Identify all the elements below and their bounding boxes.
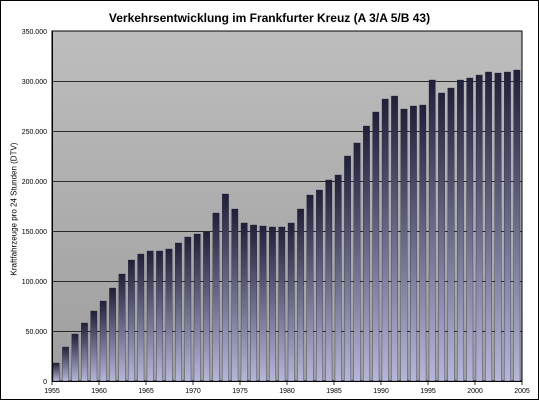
bar [391,95,398,382]
y-tick-label: 50.000 [26,329,48,336]
bar [165,248,173,382]
bar [485,71,492,382]
bar [231,208,239,382]
bar [250,224,257,382]
bar [306,194,314,382]
bar [240,222,248,382]
bar [137,253,145,382]
y-tick-labels: 0 50.000 100.000 150.000 200.000 250.000 300.0… [22,29,47,386]
bar [175,242,182,382]
bar [203,231,210,382]
bar [419,104,427,382]
bar [381,98,389,382]
bar [410,105,417,382]
bar [513,69,521,382]
y-tick-label: 150.000 [22,229,47,236]
bar [344,155,351,382]
bar [316,189,323,382]
x-tick-label: 1965 [138,388,154,395]
bar [428,79,436,382]
bar [193,233,201,382]
bar [259,225,267,382]
chart-title: Verkehrsentwicklung im Frankfurter Kreuz… [108,11,431,25]
bar [363,125,370,382]
bar [269,226,276,382]
y-tick-label: 300.000 [22,79,47,86]
bar [372,111,380,382]
bar [334,174,342,382]
x-tick-label: 2000 [467,388,483,395]
x-tick-label: 1970 [185,388,201,395]
y-tick-label: 250.000 [22,129,47,136]
bar [62,346,69,382]
bar [184,236,192,382]
bar [222,193,229,382]
bar [99,300,107,382]
bar [447,87,455,382]
x-tick-label: 2005 [514,388,530,395]
bar [504,71,511,382]
bar [494,72,502,382]
bar [297,208,304,382]
x-tick-label: 1975 [232,388,248,395]
y-tick-label: 200.000 [22,179,47,186]
bar [438,92,445,382]
bar [71,333,79,382]
x-tick-label: 1995 [420,388,436,395]
bar [353,142,361,382]
bar [52,362,60,382]
x-tick-label: 1955 [44,388,60,395]
bar [118,273,126,382]
bar [466,77,474,382]
bar [128,259,135,382]
bar [156,250,163,382]
bar [325,179,333,382]
bar [109,287,116,382]
bar [475,74,483,382]
x-tick-label: 1990 [373,388,389,395]
y-tick-label: 0 [43,379,47,386]
bar [457,79,464,382]
x-tick-label: 1985 [326,388,342,395]
bar [278,226,286,382]
y-tick-label: 100.000 [22,279,47,286]
y-tick-label: 350.000 [22,29,47,36]
bar [212,212,220,382]
bar [400,108,408,382]
bar [90,310,98,382]
x-tick-label: 1960 [91,388,107,395]
x-tick-labels: 1955 1960 1965 1970 1975 1980 1985 1990 1995 2000… [44,381,530,395]
bar [287,222,295,382]
x-tick-label: 1980 [279,388,295,395]
bar [146,250,154,382]
bars [52,69,521,382]
bar [81,322,88,382]
